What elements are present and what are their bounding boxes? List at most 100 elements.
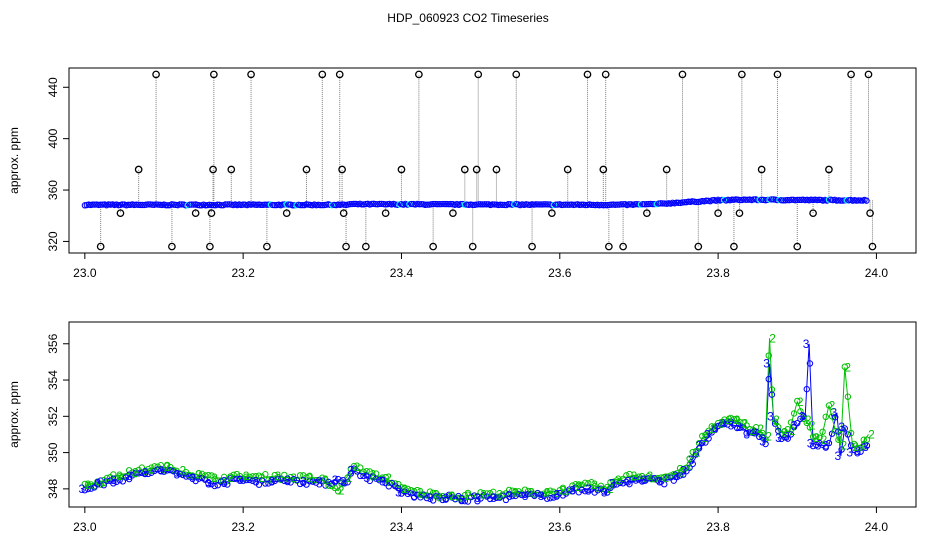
series3-point-471 bbox=[825, 439, 833, 447]
y-tick-label-3: 354 bbox=[46, 370, 60, 390]
series3-point-481 bbox=[841, 425, 848, 432]
avg-point-357 bbox=[788, 196, 795, 203]
series3-point-253 bbox=[480, 492, 487, 499]
series-3-label-66: 3 bbox=[862, 440, 869, 454]
avg-point-72 bbox=[224, 201, 231, 208]
series-2-label-65: 2 bbox=[860, 438, 867, 452]
series2-point-18 bbox=[110, 471, 117, 478]
series3-point-23 bbox=[116, 476, 123, 484]
series-2-label-10: 2 bbox=[243, 469, 250, 483]
series3-point-227 bbox=[439, 496, 446, 504]
series-2-label-8: 2 bbox=[211, 471, 218, 485]
series2-point-484 bbox=[847, 429, 855, 437]
plot-frame bbox=[68, 321, 917, 508]
x-tick-label-1: 23.2 bbox=[231, 266, 255, 280]
series2-point-178 bbox=[363, 467, 370, 475]
raw-point-18 bbox=[339, 209, 348, 218]
raw-point-38 bbox=[605, 242, 613, 251]
raw-point-53 bbox=[847, 70, 855, 79]
series-2-label-50: 2 bbox=[765, 429, 772, 443]
series3-point-95 bbox=[230, 475, 237, 483]
series3-point-463 bbox=[813, 441, 820, 449]
avg-point-214 bbox=[505, 201, 512, 208]
series-2-label-38: 2 bbox=[662, 471, 669, 485]
avg-point-385 bbox=[843, 197, 850, 204]
avg-point-288 bbox=[651, 200, 658, 208]
raw-point-27 bbox=[468, 242, 477, 251]
series3-point-459 bbox=[806, 360, 814, 367]
series2-point-450 bbox=[794, 397, 801, 405]
series3-point-367 bbox=[661, 481, 668, 488]
series3-point-489 bbox=[854, 450, 861, 457]
avg-point-342 bbox=[758, 196, 765, 203]
series3-point-399 bbox=[711, 426, 719, 433]
series-2-label-19: 2 bbox=[369, 467, 376, 481]
series3-point-205 bbox=[404, 490, 411, 498]
series3-point-197 bbox=[391, 482, 399, 490]
avg-point-176 bbox=[429, 200, 437, 208]
series2-point-302 bbox=[559, 484, 567, 492]
avg-point-149 bbox=[376, 200, 383, 208]
series3-point-173 bbox=[353, 468, 361, 475]
series-3-label-35: 3 bbox=[609, 476, 616, 490]
series-2-label-26: 2 bbox=[480, 487, 487, 501]
series2-point-162 bbox=[338, 480, 345, 487]
series3-point-483 bbox=[844, 431, 852, 438]
series-3-label-24: 3 bbox=[443, 491, 450, 505]
series-3-label-16: 3 bbox=[332, 473, 339, 487]
series2-point-232 bbox=[448, 492, 456, 499]
series3-point-335 bbox=[610, 482, 617, 489]
series3-point-475 bbox=[832, 414, 839, 421]
x-tick-label-2: 23.4 bbox=[390, 520, 414, 534]
series-3-label-57: 3 bbox=[803, 337, 810, 351]
raw-point-11 bbox=[247, 70, 255, 79]
avg-point-34 bbox=[148, 201, 156, 208]
avg-point-284 bbox=[643, 200, 651, 208]
x-tick-label-5: 24.0 bbox=[865, 266, 889, 280]
series-3-label-45: 3 bbox=[720, 417, 727, 431]
series-2-label-53: 2 bbox=[781, 426, 788, 440]
raw-point-5 bbox=[191, 209, 200, 218]
raw-point-8 bbox=[209, 165, 217, 174]
series3-point-81 bbox=[208, 481, 215, 488]
raw-point-49 bbox=[773, 70, 782, 79]
avg-point-136 bbox=[350, 200, 358, 208]
avg-point-207 bbox=[491, 201, 498, 208]
series-3-label-9: 3 bbox=[221, 475, 228, 489]
series3-point-277 bbox=[518, 491, 525, 499]
avg-point-199 bbox=[475, 201, 482, 208]
series2-point-318 bbox=[585, 480, 592, 487]
avg-point-120 bbox=[319, 202, 326, 209]
x-tick-label-3: 23.6 bbox=[548, 266, 572, 280]
series3-point-377 bbox=[676, 472, 684, 479]
series3-point-263 bbox=[496, 494, 503, 501]
raw-point-56 bbox=[868, 242, 877, 251]
series2-point-82 bbox=[211, 475, 218, 482]
avg-point-8 bbox=[97, 201, 104, 208]
avg-point-395 bbox=[863, 197, 870, 204]
x-tick-label-2: 23.4 bbox=[390, 266, 414, 280]
raw-point-16 bbox=[335, 70, 344, 79]
series3-point-315 bbox=[578, 486, 586, 494]
series-3-label-41: 3 bbox=[688, 453, 695, 467]
series3-point-105 bbox=[246, 476, 253, 484]
series3-point-25 bbox=[119, 478, 127, 485]
avg-point-229 bbox=[534, 201, 542, 208]
series3-point-157 bbox=[328, 480, 336, 487]
series-2-label-56: 2 bbox=[805, 413, 812, 427]
series2-point-292 bbox=[543, 489, 551, 496]
series-2-label-14: 2 bbox=[306, 471, 313, 485]
avg-point-282 bbox=[639, 200, 647, 208]
avg-point-371 bbox=[815, 196, 823, 203]
avg-point-183 bbox=[443, 200, 451, 208]
series3-point-349 bbox=[632, 477, 639, 484]
series2-point-408 bbox=[727, 414, 734, 422]
raw-point-12 bbox=[263, 242, 271, 251]
series3-point-441 bbox=[778, 435, 785, 443]
series3-point-191 bbox=[382, 479, 389, 487]
raw-point-32 bbox=[528, 242, 536, 251]
raw-point-52 bbox=[825, 165, 833, 174]
series-2-label-59: 2 bbox=[821, 433, 828, 447]
series-2-label-3: 2 bbox=[132, 466, 139, 480]
series3-point-185 bbox=[372, 475, 380, 482]
